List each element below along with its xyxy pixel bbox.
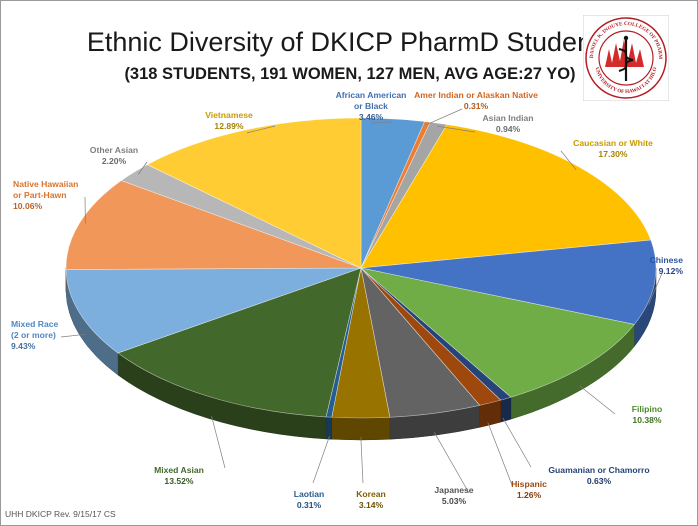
slice-percent-label: 0.94% <box>496 124 521 134</box>
leader-line <box>648 270 664 305</box>
footer-note: UHH DKICP Rev. 9/15/17 CS <box>5 509 116 519</box>
leader-line <box>560 150 577 171</box>
pie-slices <box>65 117 657 419</box>
slice-percent-label: 0.63% <box>587 476 612 486</box>
college-logo: THE DANIEL K. INOUYE COLLEGE OF PHARMACY… <box>583 15 669 101</box>
slice-name-label: or Part-Hawn <box>13 190 66 200</box>
slice-name-label: Amer Indian or Alaskan Native <box>414 90 538 100</box>
slice-name-label: or Black <box>354 101 388 111</box>
pie-slice-side-laotian <box>325 416 333 440</box>
leader-line <box>312 436 330 484</box>
pie-slice-caucasian-or-white <box>360 124 652 269</box>
slice-name-label: Asian Indian <box>482 113 533 123</box>
slice-percent-label: 10.06% <box>13 201 43 211</box>
slice-name-label: Native Hawaiian <box>13 179 78 189</box>
slice-percent-label: 9.43% <box>11 341 36 351</box>
leader-line <box>360 436 364 484</box>
slice-name-label: Mixed Asian <box>154 465 204 475</box>
pie-slice-native-hawaiian-or-part-hawn <box>65 180 362 270</box>
leader-line <box>60 333 86 338</box>
slice-name-label: (2 or more) <box>11 330 56 340</box>
slice-percent-label: 0.31% <box>464 101 489 111</box>
slice-percent-label: 5.03% <box>442 496 467 506</box>
chart-title: Ethnic Diversity of DKICP PharmD Student… <box>86 27 614 57</box>
leader-line <box>437 125 476 133</box>
slice-name-label: Caucasian or White <box>573 138 653 148</box>
slice-percent-label: 9.12% <box>659 266 684 276</box>
leader-line <box>370 121 393 124</box>
leader-line <box>246 125 276 134</box>
slice-name-label: Mixed Race <box>11 319 59 329</box>
chart-subtitle: (318 STUDENTS, 191 WOMEN, 127 MEN, AVG A… <box>124 65 576 83</box>
leader-line <box>579 385 616 415</box>
pie-side-walls <box>65 267 657 441</box>
pie-slice-vietnamese <box>146 117 362 269</box>
pie-slice-chinese <box>360 239 657 325</box>
leader-line <box>138 161 148 175</box>
slice-percent-label: 1.26% <box>517 490 542 500</box>
slice-name-label: Chinese <box>650 255 684 265</box>
slice-name-label: Guamanian or Chamorro <box>548 465 649 475</box>
slice-percent-label: 0.31% <box>297 500 322 510</box>
slice-percent-label: 3.46% <box>359 112 384 122</box>
slice-percent-label: 13.52% <box>164 476 194 486</box>
slice-name-label: Filipino <box>632 404 663 414</box>
pie-slice-side-korean <box>331 416 391 441</box>
pie-slice-side-guamanian-or-chamorro <box>500 396 512 423</box>
slice-name-label: Korean <box>356 489 386 499</box>
slice-name-label: Japanese <box>434 485 473 495</box>
leader-line <box>487 421 513 486</box>
pie-slice-mixed-asian <box>117 267 362 418</box>
slice-name-label: Other Asian <box>90 145 138 155</box>
slice-name-label: Laotian <box>294 489 325 499</box>
leader-line <box>433 432 470 494</box>
slice-percent-label: 12.89% <box>214 121 244 131</box>
slice-name-label: African American <box>336 90 407 100</box>
leader-line <box>211 415 226 469</box>
slice-name-label: Hispanic <box>511 479 547 489</box>
slice-name-label: Vietnamese <box>205 110 253 120</box>
slice-percent-label: 3.14% <box>359 500 384 510</box>
leader-line <box>502 417 532 468</box>
caduceus-icon <box>605 35 644 81</box>
pie-slice-filipino <box>359 267 635 398</box>
leader-line <box>425 108 463 126</box>
pie-slice-mixed-race-2-or-more- <box>65 267 362 354</box>
slice-percent-label: 17.30% <box>598 149 628 159</box>
slice-percent-label: 2.20% <box>102 156 127 166</box>
slice-percent-label: 10.38% <box>632 415 662 425</box>
